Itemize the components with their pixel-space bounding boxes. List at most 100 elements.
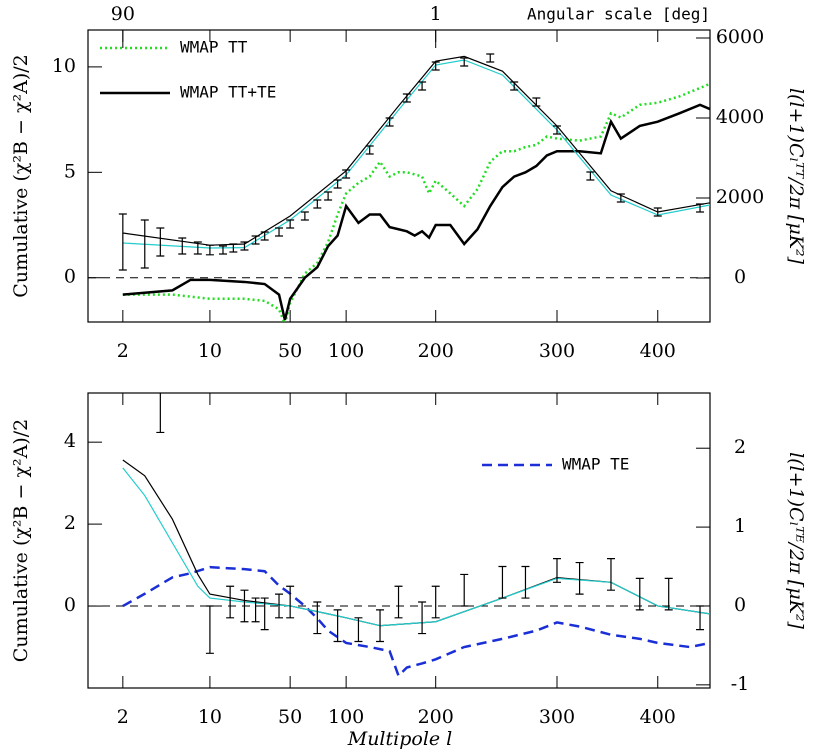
x-tick-label: 300 <box>539 706 575 728</box>
y2-axis-label: l(l+1)Cₗᵀᴱ/2π [μK²] <box>785 452 807 629</box>
y-tick-label: 4 <box>64 430 76 452</box>
plot-frame <box>87 29 711 323</box>
x-tick-label: 400 <box>640 706 676 728</box>
top-axis-label: Angular scale [deg] <box>527 5 710 24</box>
error-bar <box>521 565 530 599</box>
y-axis-label: Cumulative (χ²B − χ²A)/2 <box>10 54 32 297</box>
y2-tick-label: 2 <box>734 436 746 458</box>
error-bar <box>286 219 295 229</box>
error-bar <box>696 203 705 213</box>
error-bar <box>635 577 644 611</box>
error-bar <box>240 589 249 623</box>
error-bar <box>510 81 519 91</box>
error-bar <box>205 244 214 256</box>
x2-tick-label: 1 <box>430 3 442 25</box>
error-bar <box>275 593 284 619</box>
error-bar <box>251 597 260 623</box>
legend-label: WMAP TT+TE <box>180 83 276 102</box>
y2-tick-label: -1 <box>731 673 750 695</box>
series-line <box>122 459 710 627</box>
error-bar <box>460 573 469 607</box>
error-bar <box>498 565 507 599</box>
error-bar <box>260 231 269 241</box>
y2-tick-label: 2000 <box>716 186 764 208</box>
plot-area <box>88 53 710 322</box>
plot-frame <box>87 392 711 689</box>
error-bar <box>118 213 127 271</box>
x-tick-label: 2 <box>117 706 129 728</box>
y-tick-label: 10 <box>52 55 76 77</box>
error-bar <box>552 558 561 583</box>
x-tick-label: 100 <box>328 706 364 728</box>
y2-tick-label: 4000 <box>716 106 764 128</box>
error-bar <box>313 601 322 635</box>
error-bar <box>616 193 625 203</box>
y-tick-label: 0 <box>64 266 76 288</box>
error-bar <box>552 125 561 135</box>
y2-tick-label: 1 <box>734 515 746 537</box>
error-bar <box>218 245 227 255</box>
y-tick-label: 2 <box>64 512 76 534</box>
error-bar <box>178 237 187 255</box>
error-bar <box>300 211 309 221</box>
error-bar <box>664 577 673 611</box>
error-bar <box>418 601 427 635</box>
series-line <box>122 565 710 678</box>
error-bar <box>354 617 363 643</box>
error-bar <box>286 585 295 619</box>
x-tick-label: 200 <box>418 340 454 362</box>
x-tick-label: 50 <box>278 340 302 362</box>
error-bar <box>385 117 394 127</box>
error-bar <box>365 145 374 155</box>
y-tick-label: 0 <box>64 594 76 616</box>
plot-area <box>88 393 710 678</box>
error-bar <box>394 585 403 619</box>
error-bar <box>653 207 662 217</box>
error-bar <box>431 61 440 71</box>
x-tick-label: 2 <box>117 340 129 362</box>
error-bar <box>333 609 342 643</box>
x-axis-label: Multipole l <box>347 728 453 750</box>
y2-tick-label: 0 <box>734 594 746 616</box>
error-bar <box>313 199 322 209</box>
error-bar <box>460 57 469 67</box>
error-bar <box>251 235 260 245</box>
error-bar <box>696 605 705 631</box>
x-tick-label: 300 <box>539 340 575 362</box>
legend-label: WMAP TE <box>562 455 629 474</box>
y2-tick-label: 6000 <box>716 26 764 48</box>
error-bar <box>376 609 385 643</box>
error-bar <box>486 53 495 63</box>
error-bar <box>342 169 351 179</box>
legend-label: WMAP TT <box>180 38 248 57</box>
y2-axis-label: l(l+1)Cₗᵀᵀ/2π [μK²] <box>785 88 807 265</box>
x-tick-label: 400 <box>640 340 676 362</box>
error-bar <box>226 585 235 619</box>
error-bar <box>205 605 214 654</box>
error-bar <box>431 585 440 619</box>
y-axis-label: Cumulative (χ²B − χ²A)/2 <box>10 419 32 662</box>
error-bar <box>240 241 249 251</box>
y2-tick-label: 0 <box>734 266 746 288</box>
y-tick-label: 5 <box>64 160 76 182</box>
x-tick-label: 50 <box>278 706 302 728</box>
error-bar <box>402 93 411 103</box>
error-bar <box>193 241 202 255</box>
error-bar <box>275 227 284 237</box>
error-bar <box>575 561 584 595</box>
error-bar <box>333 179 342 189</box>
error-bar <box>586 171 595 181</box>
error-bar <box>606 558 615 591</box>
series-line <box>122 103 710 321</box>
error-bar <box>324 191 333 201</box>
error-bar <box>156 227 165 257</box>
error-bar <box>140 219 149 269</box>
x-tick-label: 10 <box>198 706 222 728</box>
x-tick-label: 200 <box>418 706 454 728</box>
error-bar <box>229 243 238 253</box>
error-bar <box>156 393 165 434</box>
series-line <box>122 82 710 322</box>
error-bar <box>532 97 541 107</box>
x-tick-label: 100 <box>328 340 364 362</box>
